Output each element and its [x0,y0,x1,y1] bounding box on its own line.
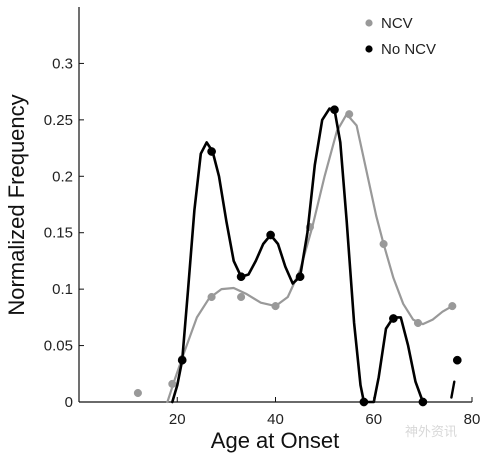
no-ncv-tail-line [450,380,456,399]
x-tick-label: 20 [169,411,186,428]
legend-label-no-ncv: No NCV [381,41,436,58]
x-tick-label: 40 [267,411,284,428]
y-tick-label: 0.15 [44,225,73,242]
plot-frame [79,7,472,402]
no-ncv-data-point [330,105,339,115]
tick-layer: 0 0.05 0.1 0.15 0.2 0.25 0.3 20 40 60 80 [44,55,481,428]
y-tick-label: 0.3 [52,55,73,72]
ncv-data-point [448,302,457,311]
ncv-data-point [207,292,216,302]
ncv-data-point [271,302,280,311]
x-tick-label: 80 [464,411,481,428]
legend-marker-ncv [365,19,373,27]
y-tick-label: 0.05 [44,338,73,355]
ncv-data-point [237,292,246,302]
series-no-ncv [171,105,462,407]
no-ncv-data-point [295,272,305,282]
y-axis-label: Normalized Frequency [4,94,29,315]
y-tick-label: 0.2 [52,168,73,185]
y-tick-label: 0.25 [44,112,73,129]
ncv-data-point [345,110,354,119]
no-ncv-data-point [177,355,187,365]
no-ncv-data-point [266,230,275,240]
series-layer [133,105,462,407]
x-tick-label: 60 [365,411,382,428]
legend: NCV No NCV [365,15,436,58]
y-tick-label: 0.1 [52,281,73,298]
watermark: 神外资讯 [405,425,457,440]
no-ncv-data-point [207,147,216,156]
no-ncv-data-point [359,397,369,407]
ncv-data-point [413,318,423,328]
no-ncv-data-point [452,355,462,365]
y-tick-label: 0 [65,394,73,411]
watermark-text: 神外资讯 [405,425,457,440]
no-ncv-data-point [418,397,428,407]
ncv-data-point [133,388,142,398]
x-axis-label: Age at Onset [211,428,339,453]
legend-label-ncv: NCV [381,15,413,32]
legend-marker-no-ncv [365,45,373,53]
ncv-data-point [168,379,177,388]
ncv-data-point [379,239,388,249]
no-ncv-data-point [236,272,246,282]
no-ncv-data-point [389,314,398,323]
